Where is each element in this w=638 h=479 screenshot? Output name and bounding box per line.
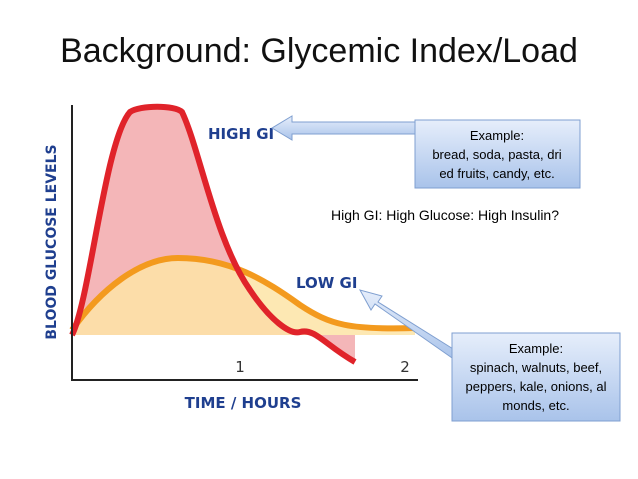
high-gi-label: HIGH GI bbox=[208, 125, 274, 143]
arrow bbox=[271, 115, 419, 141]
callout-heading: Example: bbox=[470, 128, 524, 143]
callout-line: spinach, walnuts, beef, bbox=[470, 360, 602, 375]
x-tick-label: 2 bbox=[400, 358, 410, 376]
callout-box bbox=[451, 332, 621, 422]
low-gi-label: LOW GI bbox=[296, 274, 357, 292]
callout-box bbox=[414, 119, 581, 189]
note: High GI: High Glucose: High Insulin? bbox=[331, 207, 559, 223]
callout-line: bread, soda, pasta, dri bbox=[432, 147, 561, 162]
high-gi-curve bbox=[69, 103, 357, 365]
callout-line: monds, etc. bbox=[502, 398, 569, 413]
callout-line: ed fruits, candy, etc. bbox=[439, 166, 554, 181]
x-tick-label: 1 bbox=[235, 358, 245, 376]
y-axis-label: BLOOD GLUCOSE LEVELS bbox=[44, 144, 60, 339]
arrow bbox=[358, 289, 459, 361]
low-gi-curve bbox=[69, 254, 416, 332]
x-axis-label: TIME / HOURS bbox=[185, 394, 302, 412]
low-gi-area bbox=[72, 258, 415, 335]
title: Background: Glycemic Index/Load bbox=[60, 32, 578, 70]
callout-heading: Example: bbox=[509, 341, 563, 356]
callout-line: peppers, kale, onions, al bbox=[466, 379, 607, 394]
